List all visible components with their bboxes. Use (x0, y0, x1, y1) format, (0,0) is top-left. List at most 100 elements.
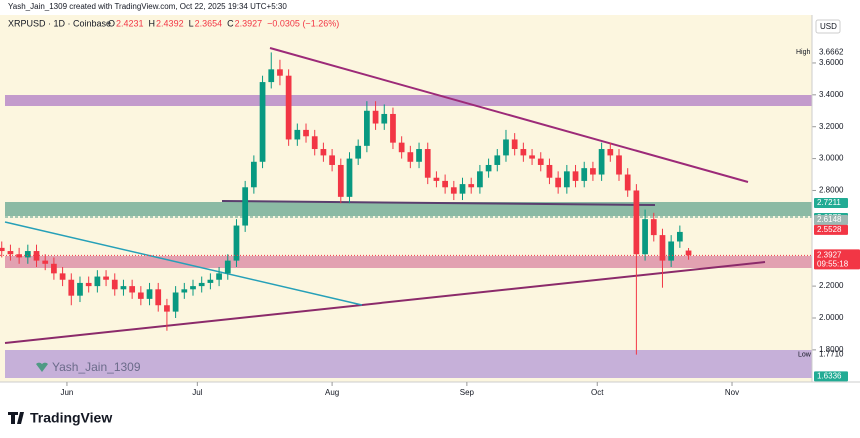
candle-body (624, 174, 631, 191)
candle-body (16, 254, 22, 258)
low-value: 1.7710 (819, 350, 844, 359)
ohlc-label: O (108, 18, 115, 28)
candle-body (242, 187, 249, 226)
last-price-label: 2.3927 (817, 251, 842, 260)
ohlc-value: 2.3654 (195, 18, 223, 28)
countdown: 09:55:18 (817, 260, 849, 269)
candle-body (546, 164, 553, 178)
candle-body (424, 149, 431, 178)
trendline (269, 47, 749, 183)
candle-body (85, 282, 92, 287)
y-tick-label: 3.4000 (819, 90, 844, 99)
candle-body (616, 155, 622, 175)
candle-body (259, 82, 266, 162)
candle-body (303, 129, 309, 137)
price-tag-label: 2.7211 (817, 198, 841, 207)
candle-body (555, 177, 562, 188)
price-tag-label: 2.5528 (817, 225, 842, 234)
candle-body (563, 171, 570, 188)
y-tick-label: 2.8000 (819, 186, 844, 195)
x-tick-label: Jun (60, 388, 73, 397)
candle-body (164, 305, 170, 312)
y-tick-label: 2.0000 (819, 313, 844, 322)
brand-logo (8, 412, 24, 424)
candle-body (416, 149, 422, 162)
change: −0.0305 (−1.26%) (267, 18, 339, 28)
candle-body (390, 113, 396, 143)
candle-body (94, 276, 101, 287)
candle-body (277, 69, 283, 76)
candle-body (372, 110, 379, 124)
candle-body (0, 247, 5, 252)
candle-body (250, 161, 257, 188)
supply-zone (5, 202, 812, 216)
candle-body (398, 142, 405, 153)
trendline (221, 200, 656, 206)
plot-background (0, 15, 812, 382)
candle-body (146, 289, 153, 299)
candle-body (51, 263, 57, 274)
high-label: High (796, 49, 811, 56)
candle-body (572, 171, 579, 181)
x-tick-label: Oct (591, 388, 604, 397)
candle-body (433, 177, 440, 181)
candle-body (268, 69, 275, 83)
ohlc-value: 2.3927 (235, 18, 263, 28)
candle-body (346, 158, 353, 197)
candle-body (494, 155, 501, 165)
candle-body (77, 282, 83, 296)
trendline (4, 261, 766, 344)
price-tag (814, 224, 848, 235)
currency-box (815, 19, 841, 34)
candle-body (111, 279, 118, 290)
price-tag-label: 2.6148 (817, 215, 842, 224)
candle-body (181, 289, 188, 293)
candle-body (485, 164, 492, 172)
ohlc-value: 2.4231 (116, 18, 144, 28)
candle-body (407, 152, 414, 162)
candle-body (511, 139, 518, 150)
candle-body (129, 286, 136, 293)
candle-body (537, 158, 544, 165)
candle-body (581, 168, 588, 181)
candle-body (468, 184, 475, 188)
price-tag (814, 371, 848, 382)
candle-body (607, 149, 614, 156)
watermark-icon (36, 362, 48, 372)
candle-body (520, 149, 527, 156)
candle-body (198, 282, 205, 287)
candle-body (633, 190, 640, 255)
brand: TradingView (30, 410, 112, 426)
currency: USD (820, 22, 837, 31)
support-zone (5, 256, 812, 268)
candle-body (233, 225, 240, 261)
candle-body (355, 145, 362, 159)
candle-body (190, 286, 196, 290)
x-tick-label: Aug (325, 388, 339, 397)
x-tick-label: Nov (725, 388, 739, 397)
candle-body (598, 149, 605, 175)
candle-body (207, 279, 214, 283)
candle-body (172, 292, 179, 312)
candle-body (224, 260, 231, 274)
candle-body (503, 139, 509, 156)
y-tick-label: 2.2000 (819, 281, 844, 290)
x-tick-label: Jul (192, 388, 202, 397)
ohlc-label: L (189, 18, 194, 28)
ohlc-label: C (227, 18, 234, 28)
candle-body (450, 187, 457, 194)
candle-body (42, 260, 49, 264)
candle-body (650, 219, 657, 236)
low-label: Low (798, 351, 812, 358)
symbol: XRPUSD · 1D · Coinbase (8, 18, 111, 28)
y-tick-label: 1.8000 (819, 345, 844, 354)
resistance-zone (5, 95, 812, 106)
price-tag (814, 214, 848, 225)
ohlc-value: 2.4392 (156, 18, 184, 28)
candle-body (24, 251, 31, 258)
y-tick-label: 3.0000 (819, 154, 844, 163)
candle-body (676, 231, 683, 242)
credit: Yash_Jain_1309 created with TradingView.… (8, 2, 287, 11)
candle-body (294, 129, 301, 140)
price-tag-label: 1.6336 (817, 372, 842, 381)
